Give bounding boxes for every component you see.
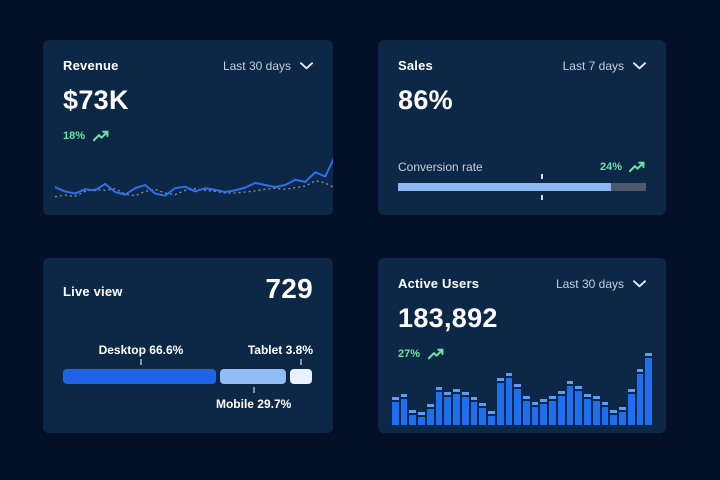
revenue-range-dropdown[interactable]: Last 30 days: [223, 59, 313, 73]
live-view-card-title: Live view: [63, 284, 123, 299]
active-users-bar: [610, 410, 618, 425]
active-users-bar: [514, 383, 522, 425]
sales-range-label: Last 7 days: [562, 58, 624, 73]
sales-card-title: Sales: [398, 58, 433, 73]
desktop-label-tick: [139, 359, 142, 365]
live-view-value: 729: [265, 273, 313, 304]
trend-up-icon: [629, 161, 645, 173]
active-users-bar: [575, 385, 583, 425]
active-users-bar: [470, 396, 478, 425]
active-users-bar: [523, 396, 530, 425]
mobile-label-tick: [252, 387, 255, 393]
active-users-bar: [453, 389, 460, 425]
active-users-bar: [531, 402, 539, 425]
revenue-card: Revenue Last 30 days $73K 18%: [43, 40, 333, 215]
active-users-bar: [584, 393, 591, 425]
active-users-range-label: Last 30 days: [555, 276, 624, 291]
conversion-delta-value: 24%: [599, 161, 622, 173]
active-users-bar: [592, 396, 600, 425]
active-users-value: 183,892: [398, 303, 498, 333]
active-users-card-header: Active Users Last 30 days: [378, 258, 666, 291]
active-users-bar: [619, 407, 626, 425]
chevron-down-icon: [300, 61, 313, 69]
mobile-segment-label: Mobile 29.7%: [215, 397, 292, 411]
desktop-segment: [63, 369, 216, 384]
active-users-bar: [549, 396, 556, 425]
revenue-value: $73K: [63, 85, 129, 115]
device-split-bar: [63, 369, 313, 384]
revenue-line-chart: [55, 147, 333, 207]
tablet-segment: [290, 369, 312, 384]
revenue-range-label: Last 30 days: [222, 58, 291, 73]
active-users-bar: [392, 396, 399, 425]
active-users-bar: [496, 378, 504, 425]
active-users-bar: [557, 391, 565, 425]
device-split-chart: Desktop 66.6% Tablet 3.8% Mobile 29.7%: [63, 343, 313, 419]
sales-range-dropdown[interactable]: Last 7 days: [563, 59, 646, 73]
active-users-bar: [540, 399, 548, 425]
revenue-current-period-line: [55, 155, 333, 199]
active-users-bar: [505, 373, 513, 425]
active-users-bar: [418, 412, 425, 425]
chevron-down-icon: [633, 279, 646, 287]
active-users-delta-value: 27%: [398, 348, 421, 360]
active-users-bar: [435, 387, 443, 425]
active-users-card-title: Active Users: [398, 276, 480, 291]
active-users-bar: [645, 353, 653, 425]
revenue-delta-row: 18%: [43, 130, 333, 142]
active-users-card: Active Users Last 30 days 183,892 27%: [378, 258, 666, 433]
conversion-progress-bar: [398, 174, 646, 200]
conversion-rate-row: Conversion rate 24%: [398, 160, 646, 174]
desktop-segment-label: Desktop 66.6%: [98, 343, 184, 357]
sales-value: 86%: [398, 85, 453, 115]
tablet-segment-label: Tablet 3.8%: [247, 343, 313, 357]
chevron-down-icon: [633, 61, 646, 69]
sales-card: Sales Last 7 days 86% Conversion rate 24…: [378, 40, 666, 215]
active-users-bar: [461, 392, 469, 425]
trend-up-icon: [428, 348, 444, 360]
conversion-target-marker-top: [540, 174, 543, 179]
revenue-delta-value: 18%: [63, 130, 86, 142]
active-users-bar: [400, 393, 408, 425]
conversion-rate-label: Conversion rate: [398, 160, 483, 174]
conversion-progress-fill: [398, 183, 612, 191]
revenue-card-title: Revenue: [63, 58, 119, 73]
active-users-delta-row: 27%: [378, 348, 666, 360]
active-users-bar: [426, 403, 434, 425]
live-view-card: Live view 729 Desktop 66.6% Tablet 3.8% …: [43, 258, 333, 433]
conversion-rate-block: Conversion rate 24%: [398, 160, 646, 200]
active-users-range-dropdown[interactable]: Last 30 days: [556, 277, 646, 291]
active-users-bar: [409, 410, 417, 425]
tablet-label-tick: [299, 359, 302, 365]
revenue-card-header: Revenue Last 30 days: [43, 40, 333, 73]
conversion-target-marker-bottom: [540, 195, 543, 200]
active-users-bar: [479, 403, 487, 425]
active-users-bar: [488, 410, 495, 425]
active-users-bar: [627, 389, 635, 425]
conversion-delta-row: 24%: [600, 161, 646, 173]
sales-card-header: Sales Last 7 days: [378, 40, 666, 73]
active-users-bar: [444, 392, 452, 425]
trend-up-icon: [93, 130, 109, 142]
active-users-bar: [566, 381, 574, 425]
active-users-bar: [601, 402, 609, 425]
mobile-segment: [219, 369, 287, 384]
live-view-card-header: Live view 729: [43, 258, 333, 304]
active-users-bar: [636, 368, 644, 425]
active-users-bar-chart: [392, 353, 653, 425]
